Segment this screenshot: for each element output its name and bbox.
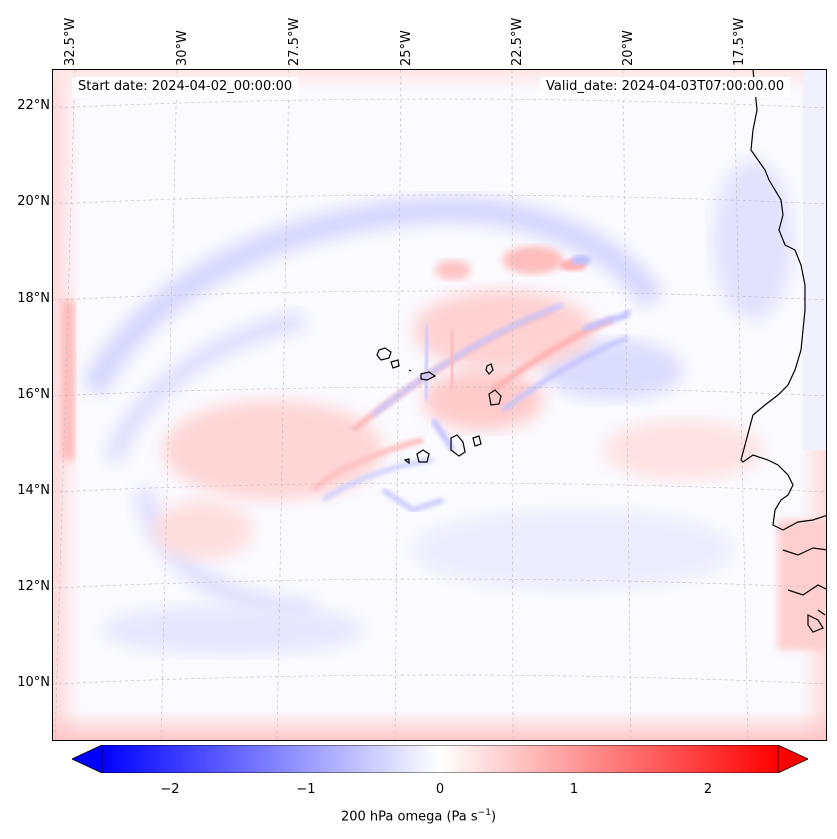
colorbar-gradient	[101, 745, 779, 773]
colorbar-tick: −2	[160, 782, 180, 797]
colorbar-label: 200 hPa omega (Pa s−1)	[340, 808, 497, 825]
lon-label-27-5w: 27.5°W	[287, 17, 302, 66]
field-shading	[53, 70, 826, 740]
lon-label-30w: 30°W	[175, 30, 190, 66]
cape-verde-islands	[376, 347, 502, 465]
lat-label-14n: 14°N	[17, 483, 50, 498]
omega-field	[53, 70, 826, 740]
lat-label-10n: 10°N	[17, 675, 50, 690]
valid-date-label: Valid_date: 2024-04-03T07:00:00.00	[540, 77, 791, 97]
colorbar-min-extend	[72, 745, 103, 773]
graticule	[53, 70, 826, 740]
lon-label-22-5w: 22.5°W	[510, 17, 525, 66]
colorbar-max-extend	[777, 745, 808, 773]
lat-label-22n: 22°N	[17, 98, 50, 113]
lon-label-25w: 25°W	[399, 30, 414, 66]
coastline	[740, 70, 826, 633]
lon-label-32-5w: 32.5°W	[63, 17, 78, 66]
colorbar-tick: 1	[569, 782, 579, 797]
start-date-label: Start date: 2024-04-02_00:00:00	[72, 77, 299, 97]
colorbar	[72, 745, 808, 773]
colorbar-tick: 2	[703, 782, 713, 797]
lat-label-12n: 12°N	[17, 579, 50, 594]
map-panel[interactable]	[52, 69, 827, 741]
lon-label-20w: 20°W	[621, 30, 636, 66]
colorbar-tick: −1	[296, 782, 316, 797]
lon-label-17-5w: 17.5°W	[732, 17, 747, 66]
lat-label-18n: 18°N	[17, 291, 50, 306]
lat-label-20n: 20°N	[17, 194, 50, 209]
lat-label-16n: 16°N	[17, 387, 50, 402]
colorbar-tick: 0	[435, 782, 445, 797]
